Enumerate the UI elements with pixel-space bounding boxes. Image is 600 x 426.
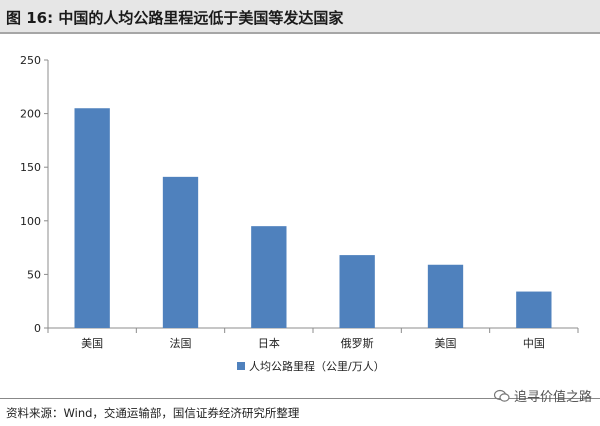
bar-chart: 0 50 100 150 200 250 美国 法国 日本 俄罗斯 美国 中国 人均公路里程（公里/…	[20, 54, 579, 373]
y-tick-label: 250	[20, 54, 41, 67]
legend-label: 人均公路里程（公里/万人）	[249, 360, 385, 373]
bar	[339, 255, 375, 328]
legend: 人均公路里程（公里/万人）	[237, 360, 385, 373]
wechat-icon	[493, 389, 510, 402]
footer-divider	[0, 398, 600, 399]
legend-swatch	[237, 362, 245, 370]
x-tick-label: 日本	[258, 336, 280, 350]
x-tick-label: 俄罗斯	[341, 337, 374, 350]
bars	[74, 108, 552, 329]
x-tick-label: 中国	[523, 337, 545, 350]
y-tick-label: 200	[20, 108, 41, 121]
bar	[162, 176, 199, 328]
source-note: 资料来源：Wind，交通运输部，国信证券经济研究所整理	[6, 406, 300, 420]
chart-title: 图 16: 中国的人均公路里程远低于美国等发达国家	[6, 9, 344, 27]
title-bar: 图 16: 中国的人均公路里程远低于美国等发达国家	[0, 0, 600, 34]
y-tick-label: 100	[20, 215, 41, 228]
y-tick-label: 50	[27, 268, 41, 281]
bar	[251, 226, 287, 328]
bar	[74, 108, 110, 329]
bar	[516, 291, 552, 328]
x-tick-label: 美国	[81, 337, 103, 350]
y-tick-label: 150	[20, 161, 41, 174]
y-axis: 0 50 100 150 200 250	[20, 54, 49, 335]
x-axis: 美国 法国 日本 俄罗斯 美国 中国	[47, 327, 579, 350]
watermark: 追寻价值之路	[493, 386, 592, 405]
y-tick-label: 0	[34, 322, 41, 335]
x-tick-label: 美国	[435, 337, 457, 350]
x-tick-label: 法国	[170, 336, 192, 350]
watermark-text: 追寻价值之路	[513, 390, 592, 405]
bar	[427, 264, 464, 328]
